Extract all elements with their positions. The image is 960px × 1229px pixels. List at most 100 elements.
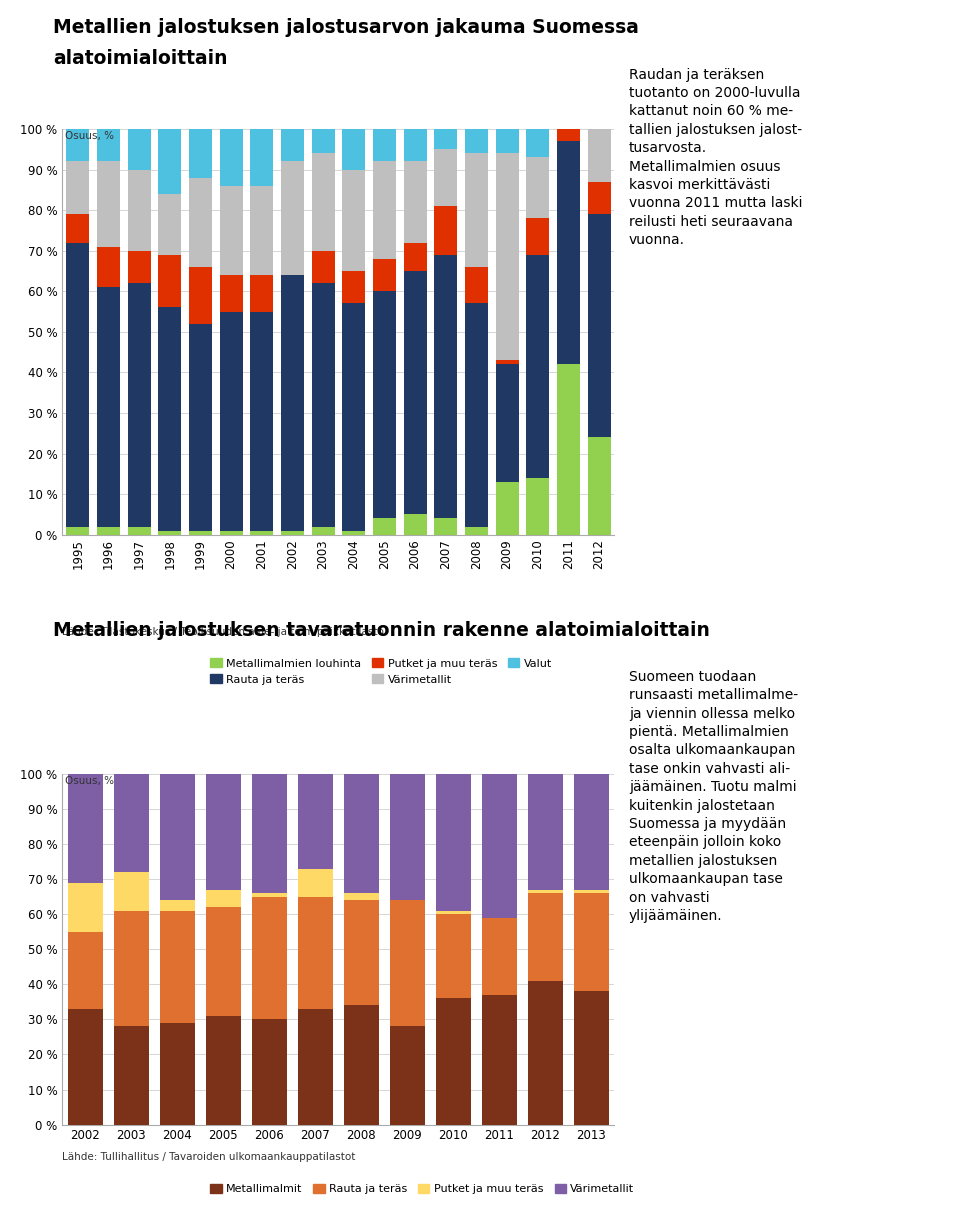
Bar bbox=[158, 194, 181, 254]
Bar bbox=[97, 288, 120, 526]
Text: Metallien jalostuksen jalostusarvon jakauma Suomessa: Metallien jalostuksen jalostusarvon jaka… bbox=[53, 18, 638, 37]
Bar bbox=[312, 526, 335, 535]
Bar bbox=[495, 482, 518, 535]
Bar bbox=[114, 911, 149, 1026]
Bar bbox=[97, 247, 120, 288]
Bar bbox=[66, 161, 89, 214]
Bar bbox=[526, 219, 549, 254]
Bar bbox=[251, 531, 274, 535]
Bar bbox=[526, 254, 549, 478]
Bar bbox=[312, 129, 335, 154]
Bar bbox=[158, 129, 181, 194]
Bar bbox=[390, 1026, 424, 1125]
Bar bbox=[114, 873, 149, 911]
Bar bbox=[588, 125, 611, 182]
Bar bbox=[251, 312, 274, 531]
Bar bbox=[434, 519, 457, 535]
Bar bbox=[312, 251, 335, 283]
Bar bbox=[528, 890, 563, 893]
Bar bbox=[390, 901, 424, 1026]
Bar bbox=[189, 129, 212, 178]
Bar bbox=[251, 186, 274, 275]
Bar bbox=[114, 1026, 149, 1125]
Bar bbox=[158, 531, 181, 535]
Bar bbox=[495, 364, 518, 482]
Bar bbox=[220, 129, 243, 186]
Bar bbox=[403, 242, 426, 272]
Bar bbox=[128, 170, 151, 251]
Bar bbox=[342, 129, 365, 170]
Bar bbox=[372, 161, 396, 259]
Bar bbox=[574, 890, 609, 893]
Bar bbox=[342, 531, 365, 535]
Bar bbox=[252, 774, 287, 893]
Bar bbox=[557, 20, 580, 76]
Bar bbox=[281, 531, 304, 535]
Bar bbox=[114, 774, 149, 873]
Bar bbox=[97, 129, 120, 161]
Bar bbox=[528, 893, 563, 981]
Bar bbox=[189, 531, 212, 535]
Bar bbox=[312, 283, 335, 526]
Bar bbox=[97, 526, 120, 535]
Bar bbox=[281, 275, 304, 531]
Bar bbox=[160, 1023, 195, 1125]
Bar bbox=[557, 141, 580, 364]
Bar bbox=[206, 774, 241, 890]
Bar bbox=[434, 129, 457, 150]
Bar bbox=[97, 161, 120, 247]
Bar bbox=[66, 242, 89, 526]
Text: Raudan ja teräksen
tuotanto on 2000-luvulla
kattanut noin 60 % me-
tallien jalos: Raudan ja teräksen tuotanto on 2000-luvu… bbox=[629, 68, 803, 247]
Bar bbox=[251, 129, 274, 186]
Bar bbox=[189, 267, 212, 323]
Bar bbox=[251, 275, 274, 312]
Text: Lähde: Tilastokeskus / Teollisuuden alue- ja toimipaikkatilasto: Lähde: Tilastokeskus / Teollisuuden alue… bbox=[62, 627, 384, 637]
Bar bbox=[206, 1016, 241, 1125]
Bar bbox=[299, 869, 333, 897]
Bar bbox=[372, 519, 396, 535]
Bar bbox=[68, 882, 103, 932]
Bar bbox=[495, 360, 518, 364]
Bar bbox=[344, 774, 378, 893]
Bar bbox=[526, 129, 549, 157]
Legend: Metallimalmit, Rauta ja teräs, Putket ja muu teräs, Värimetallit: Metallimalmit, Rauta ja teräs, Putket ja… bbox=[206, 1179, 638, 1198]
Bar bbox=[281, 161, 304, 275]
Text: Suomeen tuodaan
runsaasti metallimalme-
ja viennin ollessa melko
pientä. Metalli: Suomeen tuodaan runsaasti metallimalme- … bbox=[629, 670, 798, 923]
Bar bbox=[220, 275, 243, 312]
Bar bbox=[344, 901, 378, 1005]
Bar bbox=[252, 1020, 287, 1125]
Bar bbox=[160, 911, 195, 1023]
Text: alatoimialoittain: alatoimialoittain bbox=[53, 49, 228, 68]
Bar bbox=[372, 291, 396, 519]
Bar bbox=[588, 438, 611, 535]
Bar bbox=[574, 893, 609, 992]
Bar bbox=[66, 129, 89, 161]
Bar bbox=[281, 129, 304, 161]
Bar bbox=[495, 129, 518, 154]
Bar bbox=[66, 526, 89, 535]
Bar bbox=[68, 774, 103, 882]
Bar bbox=[588, 104, 611, 125]
Bar bbox=[68, 1009, 103, 1125]
Bar bbox=[128, 283, 151, 526]
Bar bbox=[66, 214, 89, 242]
Bar bbox=[220, 186, 243, 275]
Bar bbox=[557, 76, 580, 141]
Bar bbox=[526, 157, 549, 219]
Bar bbox=[160, 774, 195, 901]
Bar bbox=[299, 774, 333, 869]
Bar bbox=[220, 312, 243, 531]
Bar bbox=[465, 267, 488, 304]
Bar bbox=[528, 981, 563, 1125]
Bar bbox=[299, 1009, 333, 1125]
Bar bbox=[160, 901, 195, 911]
Bar bbox=[495, 154, 518, 360]
Bar bbox=[482, 774, 516, 918]
Bar bbox=[557, 364, 580, 535]
Bar bbox=[436, 911, 470, 914]
Bar bbox=[403, 272, 426, 514]
Bar bbox=[128, 129, 151, 170]
Bar bbox=[526, 478, 549, 535]
Bar bbox=[403, 161, 426, 242]
Bar bbox=[465, 154, 488, 267]
